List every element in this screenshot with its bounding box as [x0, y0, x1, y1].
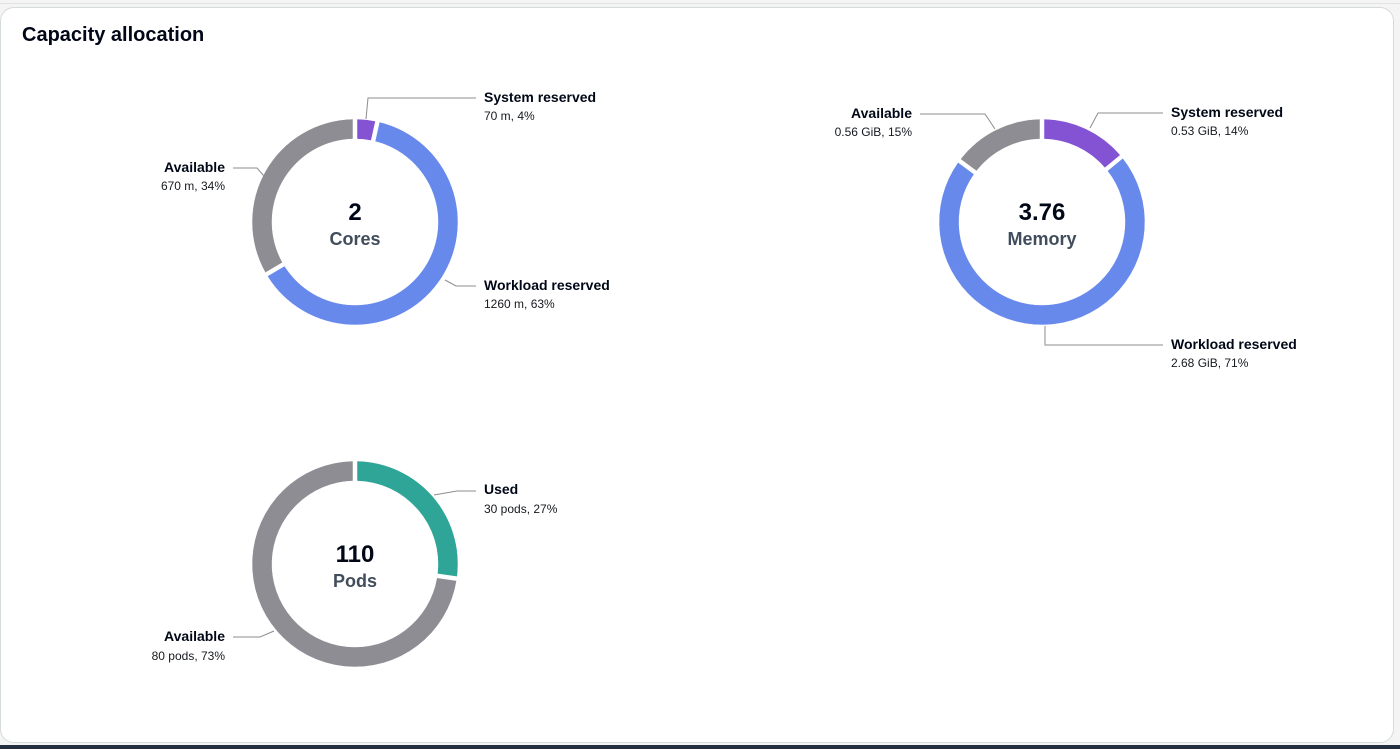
- memory-slices: [938, 118, 1146, 326]
- pods-used-leader: [433, 490, 476, 496]
- cores-slices: [251, 118, 459, 326]
- memory-chart: 3.76 Memory System reserved 0.53 GiB, 14…: [835, 104, 1297, 370]
- pods-used-value: 30 pods, 27%: [484, 502, 558, 516]
- cores-available-leader: [233, 167, 265, 177]
- cores-workload-reserved-value: 1260 m, 63%: [484, 297, 555, 311]
- memory-workload-reserved-slice[interactable]: [938, 157, 1146, 326]
- cores-workload-reserved-label: Workload reserved: [484, 277, 610, 293]
- pods-center-value: 110: [336, 541, 375, 568]
- cores-available-value: 670 m, 34%: [161, 179, 225, 193]
- pods-available-label: Available: [164, 628, 225, 644]
- pods-used-label: Used: [484, 481, 518, 497]
- memory-system-reserved-value: 0.53 GiB, 14%: [1171, 124, 1249, 138]
- pods-used-slice[interactable]: [356, 460, 459, 577]
- bottom-edge: [0, 745, 1400, 749]
- memory-system-reserved-label: System reserved: [1171, 104, 1283, 120]
- memory-available-value: 0.56 GiB, 15%: [835, 125, 913, 139]
- pods-chart: 110 Pods Used 30 pods, 27% Available 80 …: [152, 460, 558, 668]
- cores-center-value: 2: [348, 199, 361, 226]
- cores-system-reserved-slice[interactable]: [356, 118, 376, 141]
- cores-chart: 2 Cores System reserved 70 m, 4% Workloa…: [161, 89, 610, 326]
- cores-system-reserved-value: 70 m, 4%: [484, 109, 535, 123]
- pods-center-label: Pods: [333, 571, 377, 591]
- cores-workload-reserved-leader: [444, 279, 476, 287]
- pods-available-slice[interactable]: [251, 460, 457, 668]
- memory-workload-reserved-value: 2.68 GiB, 71%: [1171, 356, 1249, 370]
- cores-available-label: Available: [164, 159, 225, 175]
- memory-center-value: 3.76: [1019, 199, 1066, 226]
- cores-center-label: Cores: [329, 229, 380, 249]
- memory-available-slice[interactable]: [960, 118, 1041, 172]
- top-divider: [0, 3, 1400, 4]
- memory-center-label: Memory: [1007, 229, 1076, 249]
- cores-system-reserved-label: System reserved: [484, 89, 596, 105]
- pods-available-value: 80 pods, 73%: [152, 649, 226, 663]
- memory-available-label: Available: [851, 105, 912, 121]
- capacity-allocation-panel: [0, 7, 1394, 743]
- pods-slices: [251, 460, 459, 668]
- pods-available-leader: [233, 630, 275, 638]
- cores-system-reserved-leader: [365, 97, 476, 120]
- memory-workload-reserved-label: Workload reserved: [1171, 336, 1297, 352]
- cores-workload-reserved-slice[interactable]: [267, 121, 459, 326]
- panel-title: Capacity allocation: [22, 24, 205, 46]
- cores-available-slice[interactable]: [251, 118, 354, 274]
- memory-system-reserved-slice[interactable]: [1043, 118, 1121, 169]
- memory-available-leader: [920, 113, 996, 130]
- memory-system-reserved-leader: [1089, 112, 1163, 129]
- memory-workload-reserved-leader: [1044, 326, 1163, 346]
